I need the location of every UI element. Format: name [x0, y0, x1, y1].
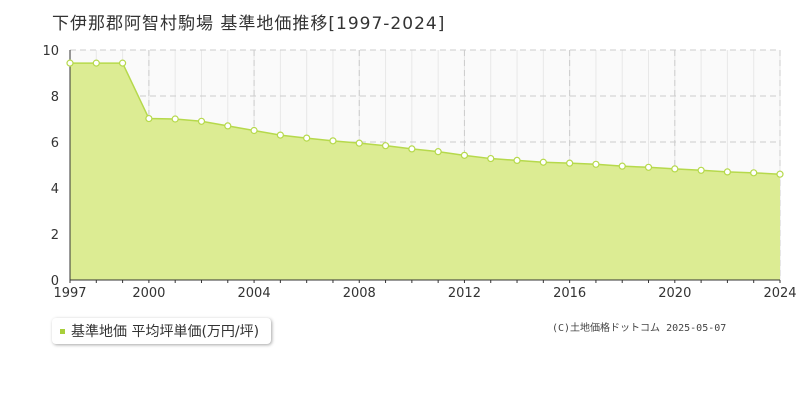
x-axis-ticks: 1997 2000 2004 2008 2012 2016 2020 2024: [53, 286, 796, 301]
data-point: [145, 114, 153, 123]
x-tick-label: 1997: [53, 286, 86, 301]
x-tick-label: 2004: [238, 286, 271, 301]
data-point: [224, 122, 232, 130]
plot: [70, 62, 781, 280]
legend: 基準地価 平均坪単価(万円/坪): [52, 318, 272, 344]
series-line: [70, 62, 781, 175]
data-point: [197, 117, 206, 125]
data-point: [303, 134, 311, 142]
y-tick-label: 4: [51, 182, 59, 197]
data-point: [697, 166, 705, 174]
data-point: [276, 131, 284, 139]
legend-label: 基準地価 平均坪単価(万円/坪): [71, 324, 260, 340]
data-point: [118, 59, 127, 67]
data-point: [513, 156, 521, 164]
data-point: [381, 142, 390, 150]
copyright-credit: (C)土地価格ドットコム 2025-05-07: [552, 323, 727, 334]
x-tick-label: 2016: [553, 286, 586, 301]
x-tick-label: 2024: [763, 286, 796, 301]
data-point: [171, 115, 179, 123]
data-point: [434, 148, 442, 156]
data-point: [644, 163, 653, 171]
markers: [66, 59, 784, 178]
data-point: [566, 159, 574, 167]
x-tick-label: 2000: [132, 286, 165, 301]
data-point: [618, 162, 626, 170]
x-tick-label: 2020: [658, 286, 691, 301]
data-point: [592, 160, 600, 168]
data-point: [487, 154, 495, 163]
y-tick-label: 8: [51, 90, 59, 105]
data-point: [671, 165, 679, 173]
data-point: [92, 59, 100, 67]
y-tick-label: 10: [42, 44, 59, 59]
chart-title: 下伊那郡阿智村駒場 基準地価推移[1997-2024]: [52, 14, 446, 34]
axes: [69, 50, 781, 283]
data-point: [250, 126, 258, 135]
legend-swatch: [60, 328, 65, 334]
data-point: [460, 151, 469, 159]
y-tick-label: 6: [51, 136, 59, 151]
data-point: [539, 158, 547, 166]
data-point: [776, 170, 784, 178]
y-tick-label: 2: [51, 228, 59, 243]
data-point: [329, 137, 337, 145]
data-point: [408, 145, 416, 153]
x-tick-label: 2012: [448, 286, 481, 301]
y-axis-ticks: 0 2 4 6 8 10: [42, 44, 59, 289]
data-point: [355, 139, 363, 147]
x-tick-label: 2008: [343, 286, 376, 301]
data-point: [750, 169, 758, 177]
y-tick-label: 0: [51, 274, 59, 289]
series-area: [70, 63, 780, 280]
data-point: [66, 59, 74, 67]
data-point: [723, 168, 732, 176]
